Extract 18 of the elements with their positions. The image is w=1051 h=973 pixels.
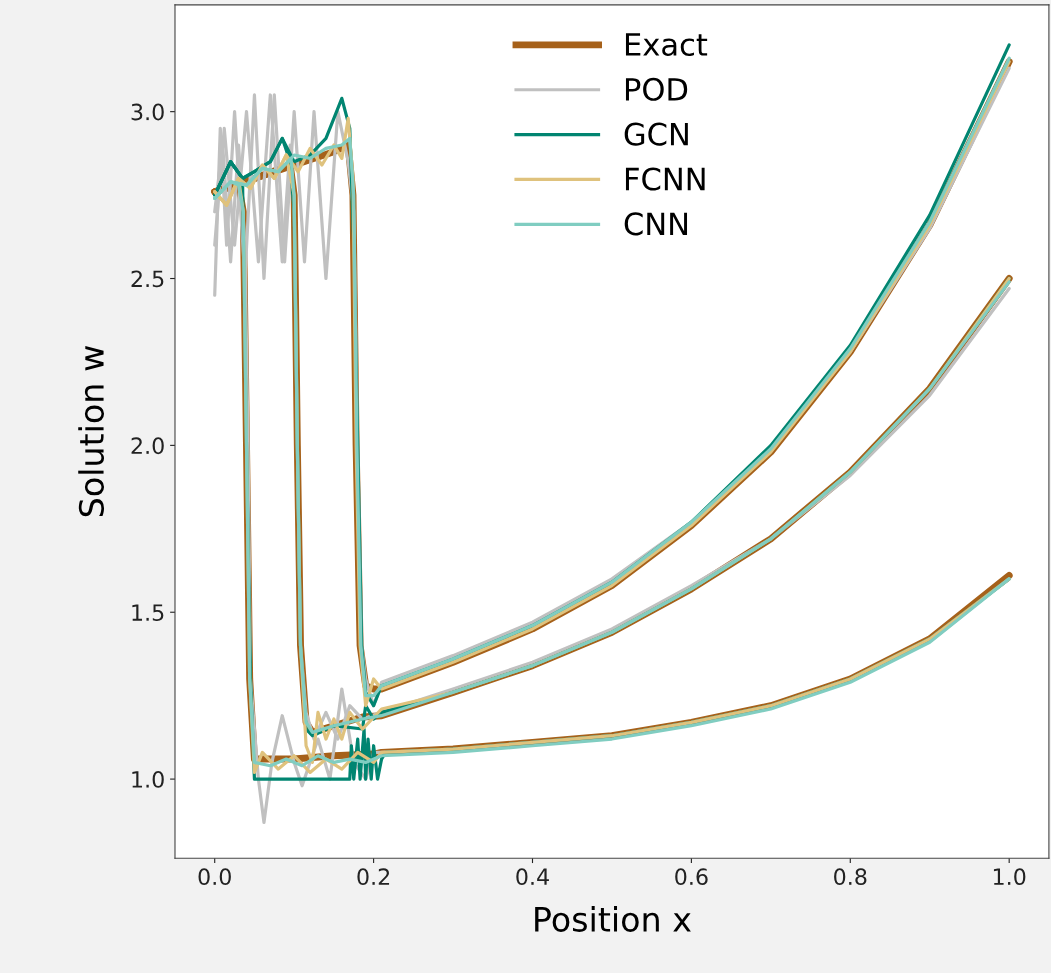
x-tick-label: 0.6 <box>675 868 708 886</box>
legend-label: POD <box>625 77 688 101</box>
x-tick-label: 0.0 <box>198 868 231 886</box>
y-tick-label: 2.0 <box>131 437 164 455</box>
x-tick-label: 0.2 <box>357 868 390 886</box>
legend-label: GCN <box>624 122 688 146</box>
y-axis-title: Solution w <box>78 346 105 517</box>
x-tick-label: 0.8 <box>834 868 867 886</box>
y-tick-label: 3.0 <box>131 103 164 121</box>
legend-label: CNN <box>624 212 688 236</box>
x-axis-title: Position x <box>535 906 691 932</box>
y-tick-label: 1.5 <box>132 604 164 621</box>
legend-label: FCNN <box>625 167 705 191</box>
legend-label: Exact <box>625 33 708 57</box>
y-tick-label: 2.5 <box>131 270 164 288</box>
x-tick-label: 0.4 <box>516 868 549 886</box>
x-tick-label: 1.0 <box>993 868 1026 886</box>
y-tick-label: 1.0 <box>132 771 164 788</box>
